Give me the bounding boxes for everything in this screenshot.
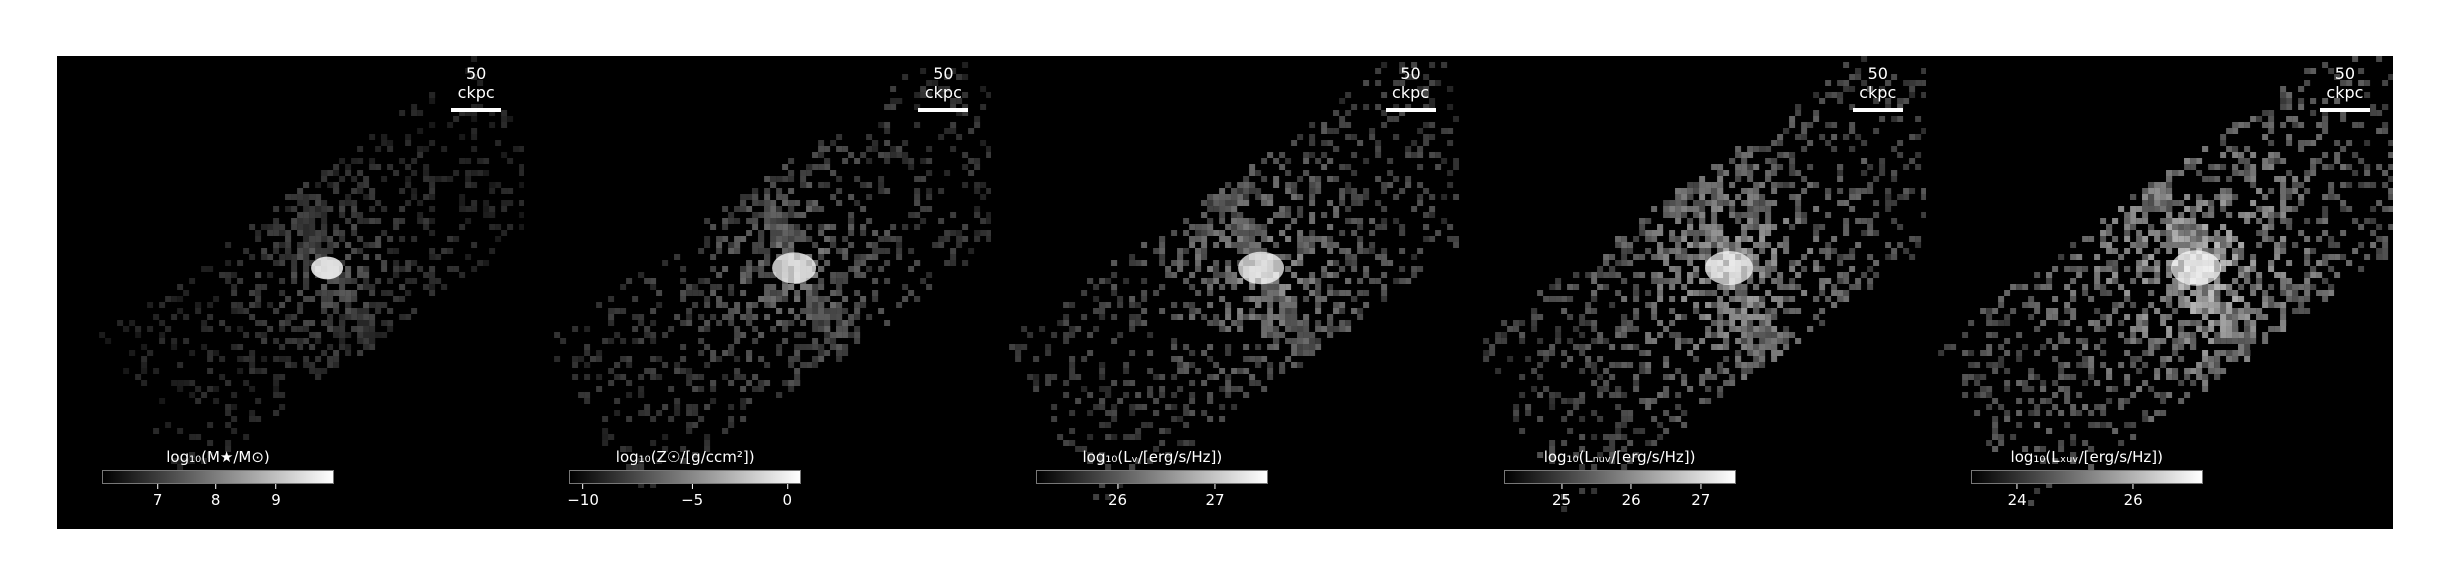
colorbar-tick: −10 <box>567 484 599 509</box>
colorbar-tick: 25 <box>1552 484 1571 509</box>
tick-label: 0 <box>782 491 793 509</box>
colorbar-tick: 26 <box>1622 484 1641 509</box>
map-image <box>1937 56 2393 506</box>
colorbar-label: log₁₀(Z☉/[g/ccm²]) <box>615 448 755 466</box>
scale-label: 50 ckpc <box>457 64 495 102</box>
galaxy-core <box>1704 251 1753 285</box>
colorbar-gradient <box>102 470 334 484</box>
colorbar-label: log₁₀(Lᵥ/[erg/s/Hz]) <box>1082 448 1223 466</box>
colorbar-label: log₁₀(Lₓᵤᵥ/[erg/s/Hz]) <box>2010 448 2163 466</box>
map-image <box>554 62 992 488</box>
tick-label: 27 <box>1691 491 1711 509</box>
colorbar-gradient <box>1503 470 1736 484</box>
scale-bar: 50 ckpc <box>446 64 506 112</box>
galaxy-core <box>772 252 817 284</box>
scale-bar: 50 ckpc <box>1381 64 1441 112</box>
panel-lnuv: 50 ckpc log₁₀(Lₙᵤᵥ/[erg/s/Hz]) 25 26 27 <box>1459 56 1926 529</box>
tick-mark <box>1561 484 1563 489</box>
galaxy-core <box>1238 251 1285 285</box>
colorbar-tick: 7 <box>152 484 163 509</box>
colorbar-tick: 0 <box>782 484 792 509</box>
pixel-field <box>99 56 525 470</box>
galaxy-core <box>2170 250 2221 286</box>
colorbar-ticks: 25 26 27 <box>1504 484 1736 509</box>
colorbar-label: log₁₀(Lₙᵤᵥ/[erg/s/Hz]) <box>1543 448 1696 466</box>
tick-label: 9 <box>271 491 281 509</box>
colorbar-ticks: 24 26 <box>1971 484 2203 509</box>
scale-line <box>1385 108 1436 112</box>
tick-mark <box>2016 484 2018 489</box>
colorbar-tick: 8 <box>210 484 221 509</box>
panel-metallicity: 50 ckpc log₁₀(Z☉/[g/ccm²]) −10 −5 0 <box>524 56 992 529</box>
tick-label: 8 <box>210 491 221 509</box>
tick-label: 24 <box>2007 491 2027 509</box>
tick-mark <box>1214 484 1216 489</box>
colorbar-tick: 26 <box>1108 484 1127 509</box>
tick-label: 26 <box>1108 491 1128 509</box>
colorbar: log₁₀(Lᵥ/[erg/s/Hz]) 26 27 <box>1036 448 1269 509</box>
scale-label: 50 ckpc <box>1859 64 1897 102</box>
panel-lfuv: 50 ckpc log₁₀(Lₓᵤᵥ/[erg/s/Hz]) 24 26 <box>1926 56 2393 529</box>
tick-label: 25 <box>1552 491 1572 509</box>
colorbar-tick: 26 <box>2124 484 2143 509</box>
tick-mark <box>2132 484 2134 489</box>
scale-bar: 50 ckpc <box>1848 64 1908 112</box>
tick-mark <box>1630 484 1632 489</box>
colorbar-gradient <box>1036 470 1269 484</box>
scale-line <box>451 108 502 112</box>
map-image <box>1009 62 1459 500</box>
colorbar-ticks: 26 27 <box>1036 484 1268 509</box>
map-image <box>1482 56 1926 512</box>
colorbar-tick: −5 <box>681 484 703 509</box>
tick-label: −10 <box>567 491 599 509</box>
tick-label: 7 <box>152 491 163 509</box>
colorbar-label: log₁₀(M★/M⊙) <box>166 448 270 466</box>
tick-mark <box>786 484 788 489</box>
colorbar: log₁₀(Z☉/[g/ccm²]) −10 −5 0 <box>567 448 802 509</box>
map-image <box>99 56 525 470</box>
colorbar-tick: 24 <box>2008 484 2027 509</box>
scale-label: 50 ckpc <box>1392 64 1430 102</box>
colorbar: log₁₀(Lₓᵤᵥ/[erg/s/Hz]) 24 26 <box>1970 448 2203 509</box>
colorbar: log₁₀(M★/M⊙) 7 8 9 <box>102 448 334 509</box>
scale-line <box>1852 108 1903 112</box>
colorbar: log₁₀(Lₙᵤᵥ/[erg/s/Hz]) 25 26 27 <box>1503 448 1736 509</box>
colorbar-gradient <box>1970 470 2203 484</box>
pixel-field <box>1009 62 1459 500</box>
colorbar-gradient <box>569 470 802 484</box>
tick-mark <box>691 484 693 489</box>
tick-mark <box>1700 484 1702 489</box>
tick-mark <box>582 484 584 489</box>
tick-mark <box>215 484 217 489</box>
tick-label: 26 <box>1621 491 1641 509</box>
panel-stellar-mass: 50 ckpc log₁₀(M★/M⊙) 7 8 9 <box>57 56 525 529</box>
scale-line <box>918 108 969 112</box>
colorbar-tick: 27 <box>1691 484 1710 509</box>
pixel-field <box>554 62 992 488</box>
panel-lv: 50 ckpc log₁₀(Lᵥ/[erg/s/Hz]) 26 27 <box>991 56 1459 529</box>
scale-bar: 50 ckpc <box>913 64 973 112</box>
tick-mark <box>1117 484 1119 489</box>
colorbar-ticks: 7 8 9 <box>102 484 334 509</box>
scale-bar: 50 ckpc <box>2315 64 2375 112</box>
pixel-field <box>1937 56 2393 506</box>
tick-mark <box>157 484 159 489</box>
pixel-field <box>1482 56 1926 512</box>
tick-label: 27 <box>1205 491 1225 509</box>
tick-label: 26 <box>2123 491 2143 509</box>
tick-label: −5 <box>681 491 704 509</box>
colorbar-ticks: −10 −5 0 <box>567 484 801 509</box>
colorbar-tick: 27 <box>1205 484 1225 509</box>
galaxy-maps-strip: 50 ckpc log₁₀(M★/M⊙) 7 8 9 50 ckpc log₁₀(Z☉… <box>57 56 2393 529</box>
galaxy-core <box>311 256 344 280</box>
scale-line <box>2319 108 2370 112</box>
colorbar-tick: 9 <box>271 484 281 509</box>
tick-mark <box>275 484 277 489</box>
scale-label: 50 ckpc <box>2326 64 2364 102</box>
scale-label: 50 ckpc <box>924 64 962 102</box>
